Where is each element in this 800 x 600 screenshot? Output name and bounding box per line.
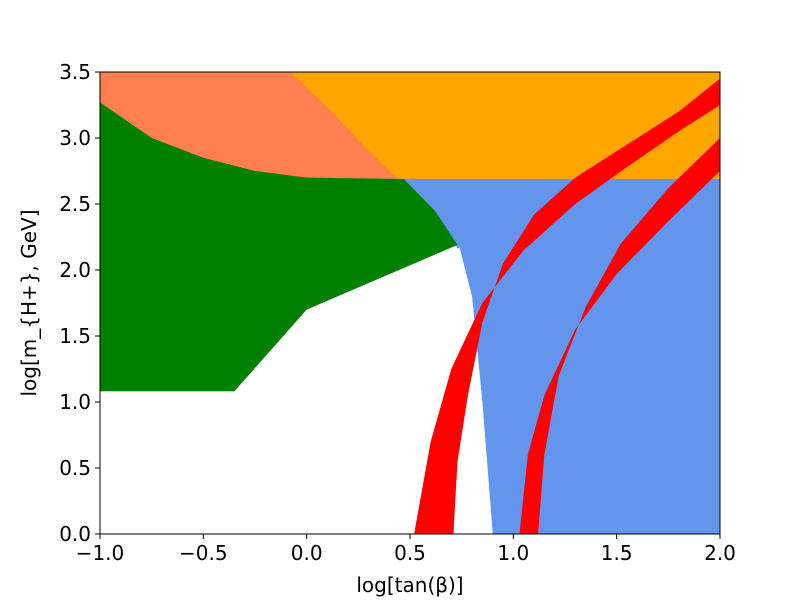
y-tick-label: 1.0	[59, 390, 91, 414]
y-tick-label: 2.5	[59, 192, 91, 216]
x-tick-label: 0.5	[394, 541, 426, 565]
y-tick-label: 0.5	[59, 456, 91, 480]
x-axis-label: log[tan(β)]	[356, 573, 463, 597]
region-3	[100, 102, 458, 392]
y-axis-label: log[m_{H+}, GeV]	[17, 209, 41, 396]
x-tick-label: 1.0	[497, 541, 529, 565]
x-axis: −1.0 −0.5 0.0 0.5 1.0 1.5 2.0	[76, 534, 736, 565]
x-tick-label: 1.5	[601, 541, 633, 565]
region-1	[290, 72, 720, 179]
region-2	[403, 178, 720, 534]
y-tick-label: 1.5	[59, 324, 91, 348]
x-tick-label: −1.0	[76, 541, 125, 565]
y-tick-label: 2.0	[59, 258, 91, 282]
y-tick-label: 3.0	[59, 126, 91, 150]
x-tick-label: 2.0	[704, 541, 736, 565]
y-axis: 0.0 0.5 1.0 1.5 2.0 2.5 3.0 3.5	[59, 60, 100, 546]
region-6	[519, 138, 720, 534]
x-tick-label: 0.0	[291, 541, 323, 565]
y-tick-label: 0.0	[59, 522, 91, 546]
x-tick-label: −0.5	[179, 541, 228, 565]
region-4	[100, 247, 493, 534]
regions-layer	[100, 72, 720, 534]
y-tick-label: 3.5	[59, 60, 91, 84]
region-5	[414, 78, 720, 534]
